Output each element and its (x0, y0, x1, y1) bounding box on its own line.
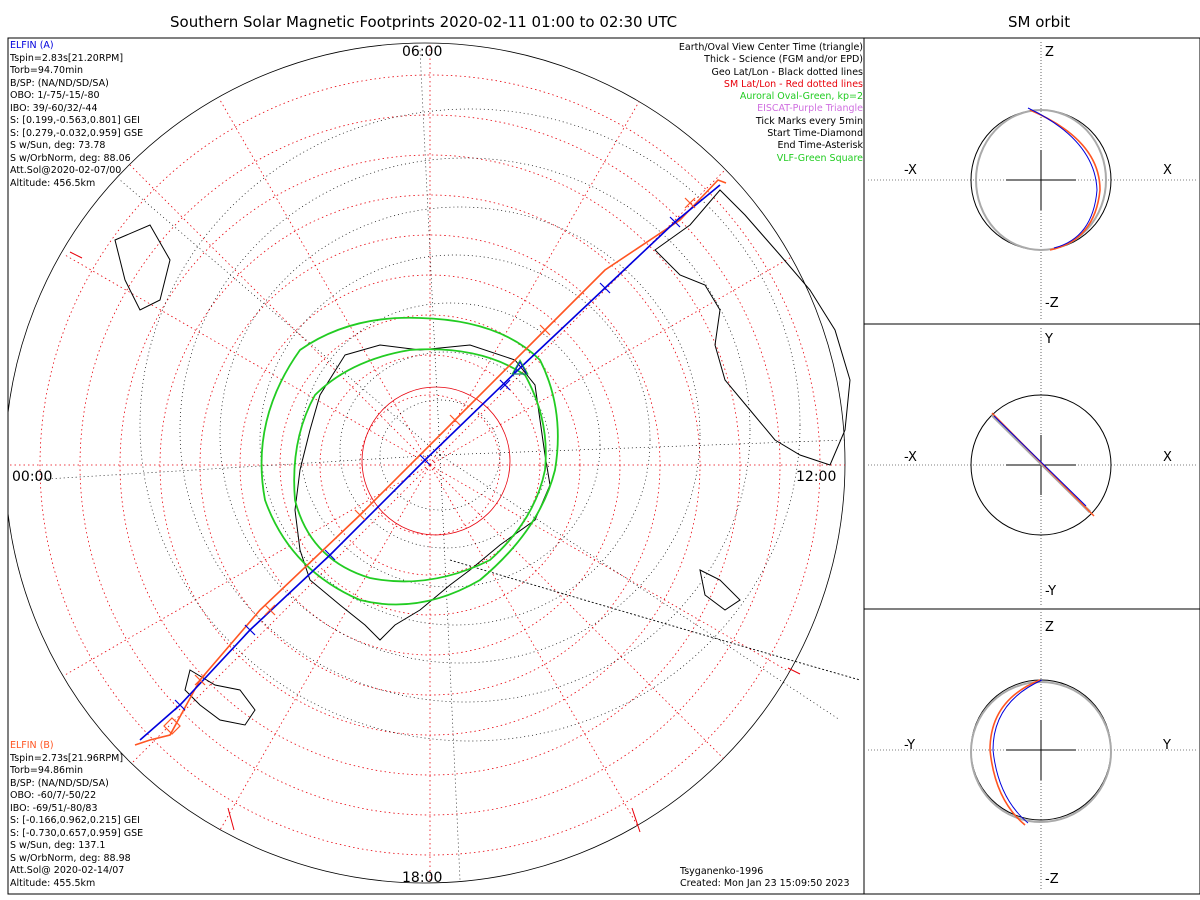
created-label: Created: Mon Jan 23 15:09:50 2023 (680, 878, 850, 889)
elfin-a-info-line: Att.Sol@2020-02-07/00 (10, 165, 122, 176)
elfin-b-info-line: Altitude: 455.5km (10, 877, 96, 889)
auroral-oval-inner (293, 348, 547, 583)
elfin-a-info-line: Torb=94.70min (10, 65, 84, 76)
sm-pole-circle (361, 386, 511, 536)
elfin-a-info-line: B/SP: (NA/ND/SD/SA) (10, 77, 109, 89)
elfin-a-info-line: S: [0.199,-0.563,0.801] GEI (10, 115, 140, 126)
orbit-1-left: -X (904, 163, 917, 178)
elfin-a-info-line: Tspin=2.83s[21.20RPM] (10, 52, 124, 64)
legend-item: Auroral Oval-Green, kp=2 (739, 91, 863, 103)
elfin-b-info-line: Tspin=2.73s[21.96RPM] (10, 752, 124, 764)
geo-dashed-boundary (449, 559, 861, 681)
orbit-3-left: -Y (904, 738, 916, 753)
elfin-b-info-line: Att.Sol@ 2020-02-14/07 (10, 865, 125, 876)
orbit-3-right: Y (1163, 738, 1171, 753)
legend: Earth/Oval View Center Time (triangle) Th… (679, 42, 863, 165)
elfin-a-ticks (174, 216, 681, 711)
orbit-panel-2-frame (863, 323, 1200, 610)
legend-item: Start Time-Diamond (767, 128, 863, 140)
elfin-b-info-line: S: [-0.730,0.657,0.959] GSE (10, 827, 144, 839)
elfin-b-name: ELFIN (B) (10, 740, 54, 751)
orbit-2-bottom: -Y (1045, 584, 1057, 599)
elfin-b-info-line: IBO: -69/51/-80/83 (10, 802, 98, 814)
elfin-a-info-line: OBO: 1/-75/-15/-80 (10, 90, 100, 101)
elfin-b-start-diamond (163, 717, 181, 735)
sm-meridians (10, 43, 845, 883)
orbit-1-right: X (1163, 163, 1172, 178)
clock-label-bottom: 18:00 (402, 870, 443, 886)
elfin-b-info: ELFIN (B) Tspin=2.73s[21.96RPM] Torb=94.8… (10, 740, 143, 890)
orbit-3-bottom: -Z (1045, 872, 1059, 887)
elfin-b-ticks (194, 197, 696, 686)
elfin-a-info-line: S: [0.279,-0.032,0.959] GSE (10, 127, 144, 139)
legend-item: Earth/Oval View Center Time (triangle) (678, 42, 863, 53)
orbit-3-top: Z (1045, 620, 1054, 635)
elfin-b-info-line: B/SP: (NA/ND/SD/SA) (10, 777, 109, 789)
elfin-a-track (139, 184, 721, 741)
elfin-a-info: ELFIN (A) Tspin=2.83s[21.20RPM] Torb=94.7… (10, 40, 143, 190)
oval-center-triangle (511, 359, 529, 375)
auroral-oval-outer (260, 316, 559, 606)
antarctica-coastline (294, 344, 551, 641)
orbit-1-top: Z (1045, 45, 1054, 60)
orbit-panel-yz (868, 612, 1196, 890)
sm-edge-ticks (69, 251, 801, 833)
orbit-1-bottom: -Z (1045, 296, 1059, 311)
orbit-title: SM orbit (1008, 13, 1071, 31)
clock-label-left: 00:00 (12, 469, 53, 485)
legend-item: Thick - Science (FGM and/or EPD) (704, 54, 863, 66)
legend-item: Tick Marks every 5min (755, 115, 863, 127)
geo-grid (29, 49, 846, 881)
clock-label-right: 12:00 (796, 469, 837, 485)
orbit-2-left: -X (904, 450, 917, 465)
orbit-panel-xy (868, 328, 1196, 605)
orbit-panel-1-frame (863, 37, 1200, 325)
africa-coastline (114, 224, 171, 311)
elfin-a-name: ELFIN (A) (10, 40, 54, 51)
elfin-b-info-line: OBO: -60/7/-50/22 (10, 790, 97, 801)
elfin-b-info-line: S w/OrbNorm, deg: 88.98 (10, 852, 131, 864)
legend-item: End Time-Asterisk (777, 140, 863, 152)
orbit-panel-xz (868, 42, 1196, 320)
orbit-2-top: Y (1045, 332, 1053, 347)
elfin-b-info-line: Torb=94.86min (10, 765, 84, 776)
new-zealand-coastline (699, 569, 741, 611)
elfin-a-info-line: S w/OrbNorm, deg: 88.06 (10, 152, 131, 164)
model-label: Tsyganenko-1996 (680, 866, 764, 877)
australia-coastline (654, 189, 851, 466)
legend-item: SM Lat/Lon - Red dotted lines (723, 78, 863, 90)
orbit-panel-3-frame (863, 608, 1200, 895)
south-america-coastline (184, 669, 256, 726)
plot-title: Southern Solar Magnetic Footprints 2020-… (170, 13, 678, 31)
clock-label-top: 06:00 (402, 44, 443, 60)
elfin-a-info-line: S w/Sun, deg: 73.78 (10, 140, 106, 151)
globe-outline (8, 42, 846, 884)
elfin-b-info-line: S: [-0.166,0.962,0.215] GEI (10, 815, 140, 826)
legend-item: Geo Lat/Lon - Black dotted lines (711, 66, 863, 78)
elfin-a-info-line: Altitude: 456.5km (10, 177, 96, 189)
orbit-2-right: X (1163, 450, 1172, 465)
elfin-b-track (134, 179, 727, 746)
elfin-b-info-line: S w/Sun, deg: 137.1 (10, 840, 106, 851)
legend-item: EISCAT-Purple Triangle (757, 103, 863, 115)
legend-item: VLF-Green Square (776, 152, 863, 164)
elfin-a-info-line: IBO: 39/-60/32/-44 (10, 102, 98, 114)
